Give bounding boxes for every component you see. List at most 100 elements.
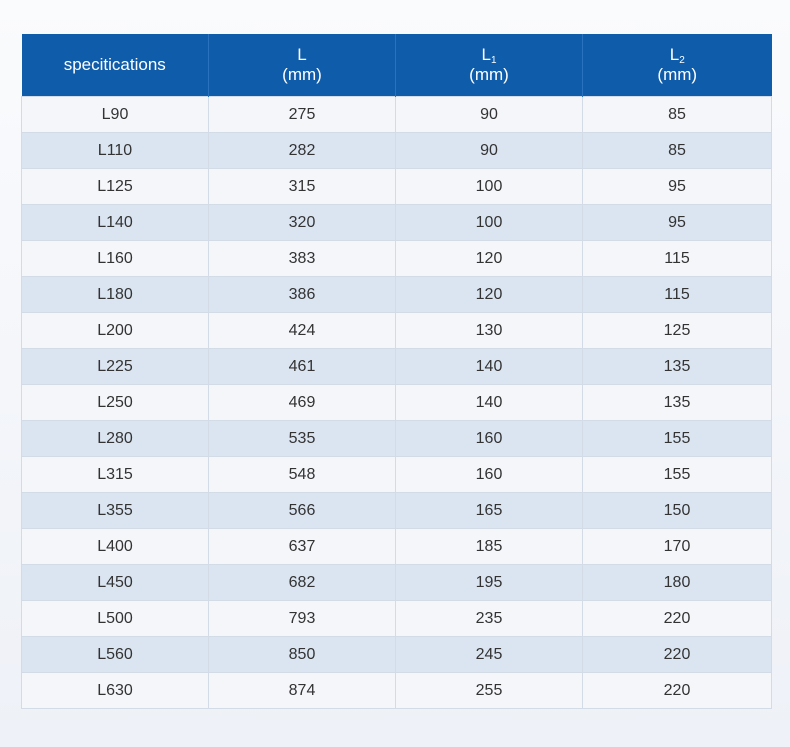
table-row: L630 874 255 220: [21, 672, 772, 709]
header-specifications: specitications: [21, 34, 209, 97]
l1-cell: 160: [395, 456, 583, 493]
l-cell: 637: [208, 528, 396, 565]
l-cell: 535: [208, 420, 396, 457]
l2-cell: 155: [582, 456, 772, 493]
l-cell: 320: [208, 204, 396, 241]
table-row: L225 461 140 135: [21, 348, 772, 385]
l2-cell: 95: [582, 168, 772, 205]
l-cell: 282: [208, 132, 396, 169]
table-row: L280 535 160 155: [21, 420, 772, 457]
l1-cell: 120: [395, 276, 583, 313]
l2-cell: 220: [582, 672, 772, 709]
table-row: L250 469 140 135: [21, 384, 772, 421]
l1-cell: 255: [395, 672, 583, 709]
spec-cell: L90: [21, 96, 209, 133]
l1-cell: 165: [395, 492, 583, 529]
l1-cell: 195: [395, 564, 583, 601]
l2-cell: 155: [582, 420, 772, 457]
spec-cell: L160: [21, 240, 209, 277]
table-row: L160 383 120 115: [21, 240, 772, 277]
l-cell: 793: [208, 600, 396, 637]
l2-cell: 180: [582, 564, 772, 601]
spec-cell: L110: [21, 132, 209, 169]
header-l-unit: (mm): [282, 65, 322, 84]
table-header-row: specitications L (mm) L1 (mm) L2 (mm): [21, 34, 772, 97]
table-body: L90 275 90 85 L110 282 90 85 L125 315 100 95 L140 320…: [21, 96, 772, 709]
spec-cell: L225: [21, 348, 209, 385]
spec-cell: L500: [21, 600, 209, 637]
table-row: L180 386 120 115: [21, 276, 772, 313]
l1-cell: 100: [395, 204, 583, 241]
spec-cell: L250: [21, 384, 209, 421]
table-row: L500 793 235 220: [21, 600, 772, 637]
l1-cell: 130: [395, 312, 583, 349]
l-cell: 850: [208, 636, 396, 673]
l1-cell: 140: [395, 384, 583, 421]
l-cell: 383: [208, 240, 396, 277]
spec-cell: L315: [21, 456, 209, 493]
l-cell: 424: [208, 312, 396, 349]
header-l2-unit: (mm): [657, 65, 698, 84]
table-row: L140 320 100 95: [21, 204, 772, 241]
header-l2-subscript: 2: [679, 55, 685, 66]
spec-table-container: specitications L (mm) L1 (mm) L2 (mm) L9…: [21, 34, 772, 709]
header-l: L (mm): [208, 34, 396, 97]
spec-cell: L630: [21, 672, 209, 709]
l2-cell: 135: [582, 384, 772, 421]
spec-cell: L560: [21, 636, 209, 673]
l-cell: 275: [208, 96, 396, 133]
l2-cell: 220: [582, 600, 772, 637]
l2-cell: 135: [582, 348, 772, 385]
l1-cell: 245: [395, 636, 583, 673]
l1-cell: 235: [395, 600, 583, 637]
spec-cell: L355: [21, 492, 209, 529]
spec-table: specitications L (mm) L1 (mm) L2 (mm) L9…: [21, 34, 772, 709]
table-row: L110 282 90 85: [21, 132, 772, 169]
l1-cell: 120: [395, 240, 583, 277]
l2-cell: 150: [582, 492, 772, 529]
l1-cell: 100: [395, 168, 583, 205]
l-cell: 548: [208, 456, 396, 493]
header-l2: L2 (mm): [582, 34, 772, 97]
header-l1: L1 (mm): [395, 34, 583, 97]
spec-cell: L200: [21, 312, 209, 349]
l-cell: 461: [208, 348, 396, 385]
l2-cell: 115: [582, 240, 772, 277]
table-row: L200 424 130 125: [21, 312, 772, 349]
l-cell: 315: [208, 168, 396, 205]
l2-cell: 170: [582, 528, 772, 565]
l-cell: 682: [208, 564, 396, 601]
spec-cell: L125: [21, 168, 209, 205]
l-cell: 566: [208, 492, 396, 529]
l2-cell: 220: [582, 636, 772, 673]
l-cell: 386: [208, 276, 396, 313]
l1-cell: 185: [395, 528, 583, 565]
table-row: L560 850 245 220: [21, 636, 772, 673]
l2-cell: 125: [582, 312, 772, 349]
header-l1-subscript: 1: [490, 55, 497, 66]
header-l2-label: L: [669, 45, 680, 64]
header-l1-unit: (mm): [469, 65, 509, 84]
l1-cell: 160: [395, 420, 583, 457]
spec-cell: L180: [21, 276, 209, 313]
l1-cell: 90: [395, 96, 583, 133]
l2-cell: 115: [582, 276, 772, 313]
header-l-label: L: [297, 45, 307, 64]
l-cell: 469: [208, 384, 396, 421]
spec-cell: L450: [21, 564, 209, 601]
l2-cell: 85: [582, 96, 772, 133]
header-l1-label: L: [481, 45, 491, 64]
table-row: L400 637 185 170: [21, 528, 772, 565]
l2-cell: 95: [582, 204, 772, 241]
l1-cell: 90: [395, 132, 583, 169]
spec-cell: L400: [21, 528, 209, 565]
table-row: L125 315 100 95: [21, 168, 772, 205]
l-cell: 874: [208, 672, 396, 709]
l1-cell: 140: [395, 348, 583, 385]
table-row: L355 566 165 150: [21, 492, 772, 529]
header-specifications-label: specitications: [63, 55, 166, 74]
spec-cell: L140: [21, 204, 209, 241]
table-row: L315 548 160 155: [21, 456, 772, 493]
spec-cell: L280: [21, 420, 209, 457]
table-row: L450 682 195 180: [21, 564, 772, 601]
